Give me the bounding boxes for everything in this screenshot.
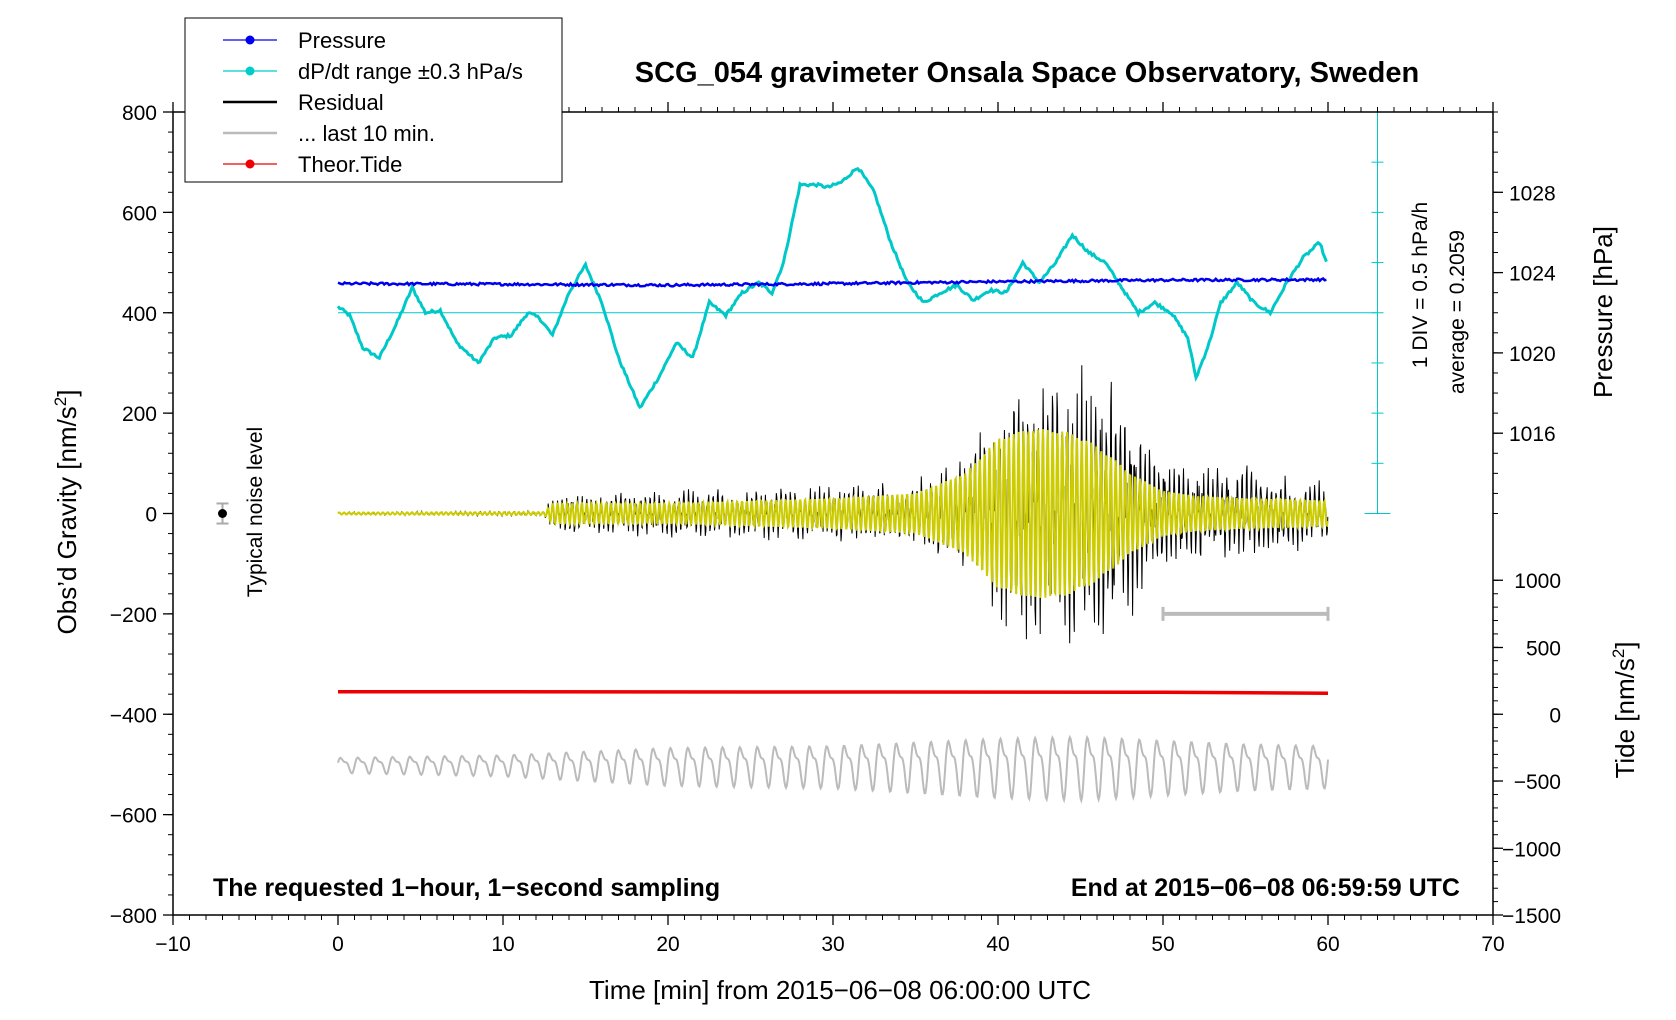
dpdt-series-line — [336, 166, 1328, 410]
last10-series-line — [337, 734, 1329, 805]
legend-item-residual: Residual — [223, 90, 384, 115]
tide-tick-label: 0 — [1549, 704, 1561, 727]
legend-label-last10: ... last 10 min. — [298, 121, 435, 146]
y-tick-label: 400 — [122, 303, 157, 326]
dpdt-scale-label-average: average = 0.2059 — [1446, 230, 1469, 394]
legend-item-dpdt: dP/dt range ±0.3 hPa/s — [223, 59, 523, 84]
chart-title: SCG_054 gravimeter Onsala Space Observat… — [635, 57, 1419, 89]
x-axis-label: Time [min] from 2015−06−08 06:00:00 UTC — [589, 975, 1091, 1005]
x-tick-label: 70 — [1481, 933, 1504, 956]
x-tick-label: 40 — [986, 933, 1009, 956]
tide-tick-label: −1000 — [1502, 838, 1561, 861]
pressure-tick-label: 1028 — [1509, 182, 1556, 205]
legend-item-tide: Theor.Tide — [223, 152, 402, 177]
y-label-left-text: Obs’d Gravity [nm/s — [52, 406, 82, 634]
axes: −10 0 10 20 30 40 50 60 708006004002000−200−400−… — [110, 102, 1561, 956]
x-tick-label: 50 — [1151, 933, 1174, 956]
y-axis-label-left: Obs’d Gravity [nm/s2] — [51, 390, 82, 635]
y-tick-label: −200 — [110, 604, 157, 627]
y-tick-label: −400 — [110, 704, 157, 727]
legend: Pressure dP/dt range ±0.3 hPa/s Residual… — [184, 17, 563, 183]
y-label-tide-text: Tide [nm/s — [1610, 658, 1640, 778]
x-tick-label: 0 — [332, 933, 344, 956]
legend-item-last10: ... last 10 min. — [223, 121, 435, 146]
y-tick-label: 200 — [122, 403, 157, 426]
legend-item-pressure: Pressure — [223, 28, 386, 53]
legend-box — [184, 17, 563, 183]
pressure-tick-label: 1020 — [1509, 343, 1556, 366]
dpdt-scale-label-div: 1 DIV = 0.5 hPa/h — [1409, 202, 1432, 368]
y-label-tide-end: ] — [1610, 641, 1640, 648]
y-axis-label-pressure: Pressure [hPa] — [1588, 226, 1618, 398]
pressure-tick-label: 1016 — [1509, 423, 1556, 446]
y-tick-label: 0 — [145, 504, 157, 527]
x-tick-label: 20 — [656, 933, 679, 956]
footer-right-note: End at 2015−06−08 06:59:59 UTC — [1071, 874, 1460, 902]
legend-marker-dpdt — [245, 66, 255, 76]
tide-tick-label: 500 — [1526, 638, 1561, 661]
y-tick-label: −800 — [110, 905, 157, 928]
tide-tick-label: 1000 — [1514, 570, 1561, 593]
legend-label-residual: Residual — [298, 90, 384, 115]
noise-level-label: Typical noise level — [244, 427, 267, 597]
pressure-series-line — [337, 276, 1327, 288]
pressure-tick-label: 1024 — [1509, 263, 1556, 286]
y-label-tide-sup: 2 — [1609, 649, 1628, 658]
x-tick-label: −10 — [155, 933, 191, 956]
legend-marker-pressure — [245, 35, 255, 45]
tide-tick-label: −1500 — [1502, 905, 1561, 928]
x-tick-label: 30 — [821, 933, 844, 956]
x-tick-label: 10 — [491, 933, 514, 956]
plot-area — [216, 111, 1391, 805]
filtered-series-line — [337, 429, 1329, 598]
legend-label-tide: Theor.Tide — [298, 152, 402, 177]
y-tick-label: −600 — [110, 805, 157, 828]
legend-label-dpdt: dP/dt range ±0.3 hPa/s — [298, 59, 523, 84]
x-tick-label: 60 — [1316, 933, 1339, 956]
tide-tick-label: −500 — [1514, 771, 1561, 794]
y-label-left-end: ] — [52, 390, 82, 397]
y-axis-label-tide: Tide [nm/s2] — [1609, 641, 1640, 778]
y-tick-label: 800 — [122, 102, 157, 125]
noise-point — [218, 509, 227, 518]
legend-label-pressure: Pressure — [298, 28, 386, 53]
y-tick-label: 600 — [122, 202, 157, 225]
footer-left-note: The requested 1−hour, 1−second sampling — [213, 874, 720, 902]
tide-series-line — [337, 689, 1329, 695]
y-label-left-sup: 2 — [51, 397, 70, 406]
legend-marker-tide — [245, 159, 255, 169]
